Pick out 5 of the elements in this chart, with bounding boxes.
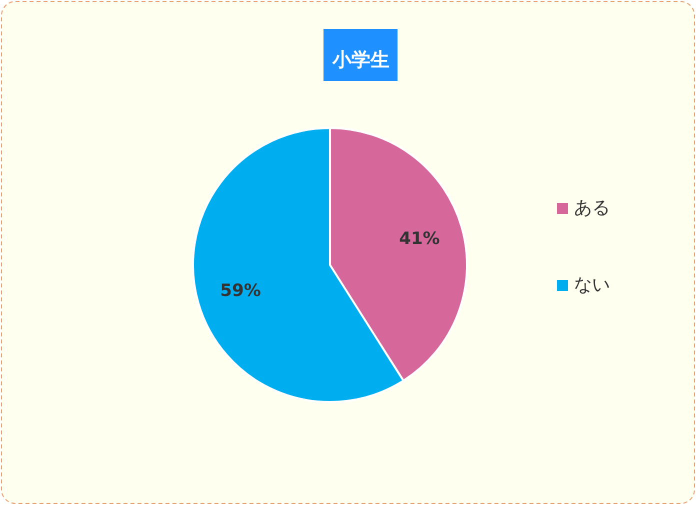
legend-label: ある xyxy=(574,198,610,218)
data-label: 59% xyxy=(220,280,261,301)
data-label: 41% xyxy=(399,229,440,250)
legend-label: ない xyxy=(574,274,610,296)
chart-title: 小学生 xyxy=(332,49,390,71)
